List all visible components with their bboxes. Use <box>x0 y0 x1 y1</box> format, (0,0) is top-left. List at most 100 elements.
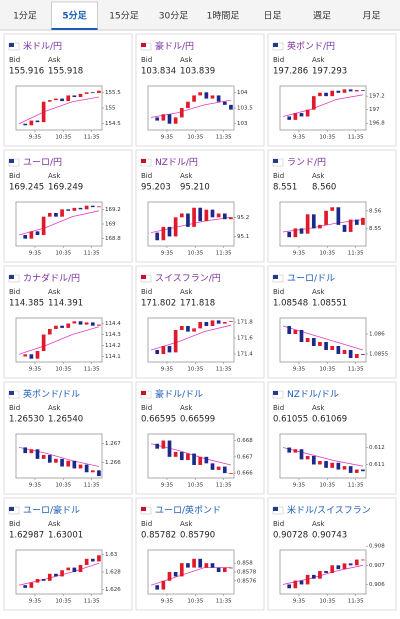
y-tick-label: 197 <box>369 107 380 113</box>
ask-value: 95.210 <box>180 183 210 193</box>
pair-name[interactable]: 米ドル/スイスフラン <box>287 504 371 516</box>
plot-frame <box>279 433 367 479</box>
candle <box>229 104 233 110</box>
y-tick-label: 197.2 <box>369 94 385 100</box>
candle <box>167 440 172 457</box>
tab[interactable]: 15分足 <box>109 11 138 22</box>
x-tick-label: 11:35 <box>348 251 364 257</box>
pair-name[interactable]: 豪ドル/円 <box>155 40 194 52</box>
ask-label: Ask <box>180 172 193 180</box>
bid-label: Bid <box>141 404 152 412</box>
bid-value: 169.245 <box>9 183 44 193</box>
tab[interactable]: 週足 <box>313 11 331 22</box>
pair-name[interactable]: ユーロ/豪ドル <box>23 504 80 516</box>
tab[interactable]: 5分足 <box>62 10 87 22</box>
candle <box>305 574 310 585</box>
x-tick-label: 11:35 <box>216 251 232 257</box>
candle <box>216 213 221 218</box>
x-tick-label: 10:35 <box>55 251 71 257</box>
candle <box>179 108 184 118</box>
candle <box>90 205 95 208</box>
candle <box>90 322 95 326</box>
candle <box>342 563 347 570</box>
bid-label: Bid <box>141 288 152 296</box>
y-tick-label: 0.908 <box>369 544 385 550</box>
candle <box>161 226 166 241</box>
flag-part <box>9 507 14 511</box>
tab[interactable]: 1分足 <box>13 11 37 22</box>
candle <box>60 570 64 577</box>
pair-name[interactable]: 米ドル/円 <box>23 40 62 52</box>
pair-name[interactable]: ユーロ/円 <box>23 157 62 168</box>
bid-value: 0.90728 <box>273 531 308 541</box>
bid-label: Bid <box>9 520 20 528</box>
pair-name[interactable]: ランド/円 <box>287 157 326 168</box>
candle <box>66 95 71 102</box>
candle <box>78 564 83 572</box>
x-tick-label: 10:35 <box>319 367 335 373</box>
candle <box>354 90 359 92</box>
pair-name[interactable]: スイスフラン/円 <box>155 273 221 284</box>
candle <box>161 114 166 121</box>
x-tick-label: 9:35 <box>29 135 42 141</box>
candle <box>84 92 89 94</box>
candle <box>84 322 89 325</box>
candle <box>23 123 28 126</box>
candle <box>222 101 227 105</box>
pair-name[interactable]: ユーロ/ドル <box>287 274 335 284</box>
ask-label: Ask <box>48 520 61 528</box>
candle <box>204 92 209 99</box>
candle <box>198 558 203 568</box>
candle <box>186 101 190 108</box>
pair-name[interactable]: 英ポンド/ドル <box>23 388 80 400</box>
candle <box>216 95 221 102</box>
pair-name[interactable]: NZドル/ドル <box>287 390 339 400</box>
candle <box>336 462 341 470</box>
candle <box>305 338 310 342</box>
candle <box>84 558 89 565</box>
candle <box>60 209 64 217</box>
candle <box>90 470 95 473</box>
tab[interactable]: 日足 <box>263 11 281 22</box>
plot-frame <box>279 85 367 131</box>
x-tick-label: 11:35 <box>348 483 364 489</box>
candle <box>210 563 215 568</box>
ask-value: 171.818 <box>180 299 215 309</box>
plot-frame <box>147 317 235 363</box>
candle <box>324 92 328 97</box>
plot-frame <box>15 85 103 131</box>
pair-name[interactable]: カナダドル/円 <box>23 272 80 284</box>
candle <box>186 326 190 332</box>
candle <box>299 113 304 117</box>
candle <box>229 473 233 474</box>
tab[interactable]: 月足 <box>362 11 380 22</box>
pair-name[interactable]: ユーロ/英ポンド <box>155 504 221 516</box>
candle <box>229 217 233 220</box>
candle <box>97 206 101 208</box>
moving-average <box>18 326 100 355</box>
pair-name[interactable]: 豪ドル/ドル <box>155 388 203 400</box>
ask-label: Ask <box>312 288 325 296</box>
pair-name[interactable]: 英ポンド/円 <box>287 40 335 52</box>
candle <box>35 120 40 123</box>
candle <box>72 207 77 211</box>
tab[interactable]: 30分足 <box>159 11 188 22</box>
x-tick-label: 9:35 <box>29 483 42 489</box>
x-tick-label: 11:35 <box>348 367 364 373</box>
x-tick-label: 11:35 <box>216 367 232 373</box>
y-tick-label: 1.267 <box>105 441 121 447</box>
ask-label: Ask <box>48 404 61 412</box>
ask-value: 8.560 <box>312 183 336 193</box>
pair-name[interactable]: NZドル/円 <box>155 157 198 168</box>
candle <box>173 451 178 457</box>
y-tick-label: 103.5 <box>237 106 253 112</box>
y-tick-label: 0.858 <box>237 561 253 567</box>
bid-label: Bid <box>9 288 20 296</box>
candle <box>293 113 298 120</box>
x-tick-label: 11:35 <box>348 599 364 605</box>
tab[interactable]: 1時間足 <box>207 11 240 22</box>
candle <box>287 116 292 120</box>
candle <box>179 213 184 218</box>
bid-value: 197.286 <box>273 67 308 77</box>
